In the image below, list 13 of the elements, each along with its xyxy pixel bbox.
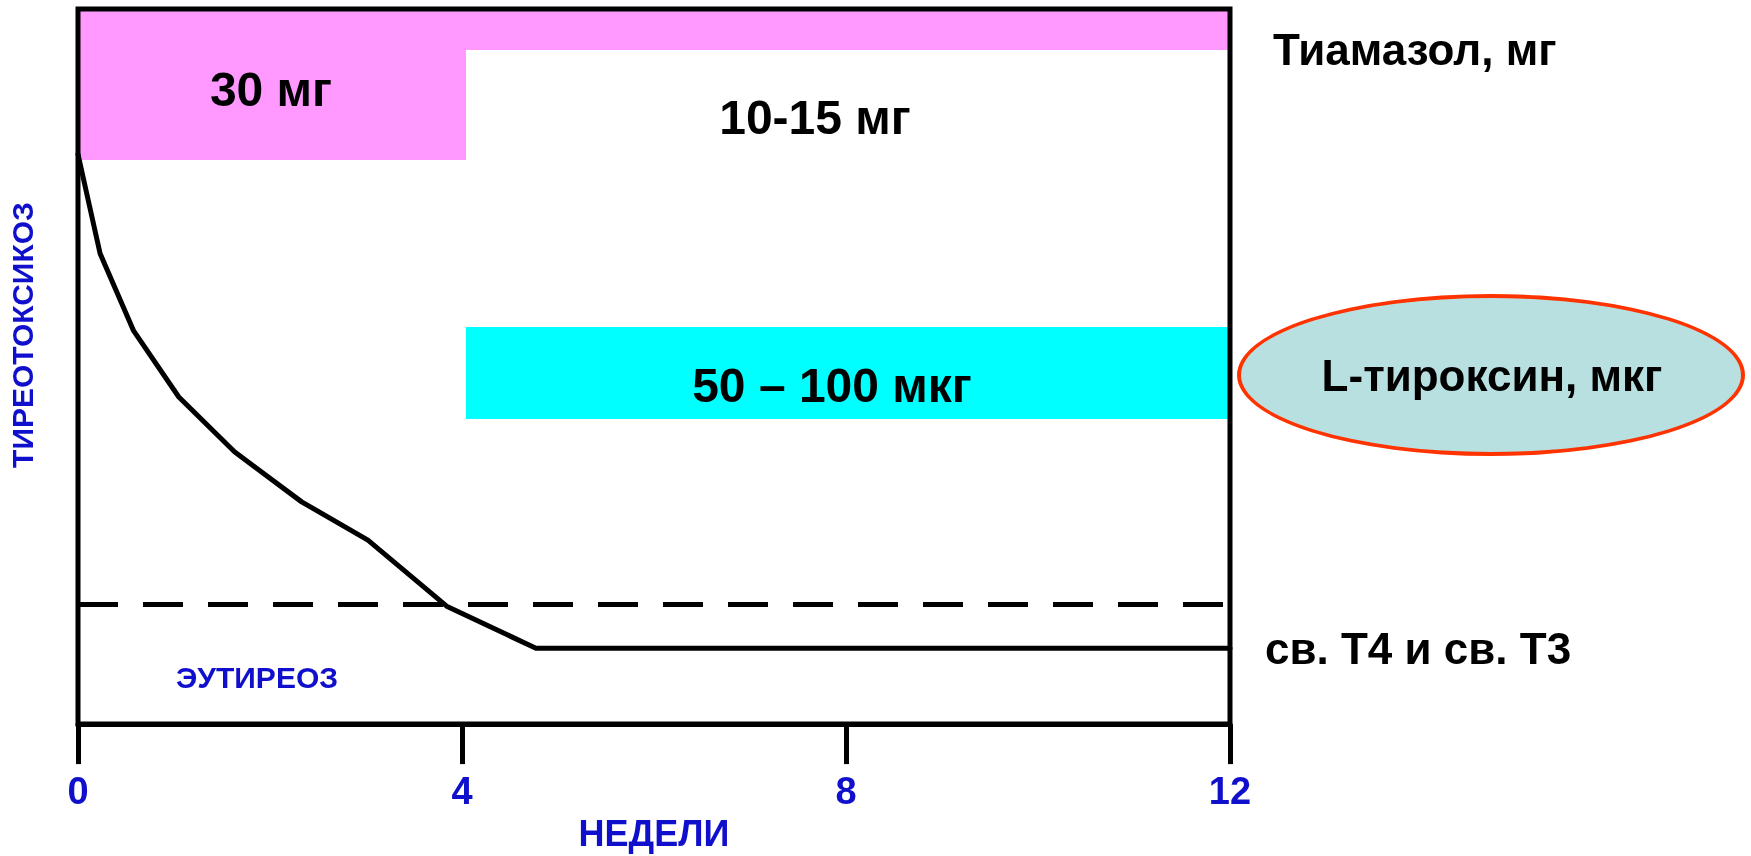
x-tick-label: 0 [67, 770, 89, 813]
annotation: ЭУТИРЕОЗ [175, 661, 339, 695]
text: Тиамазол, мг [1273, 25, 1557, 75]
x-tick-label: 12 [1208, 770, 1252, 813]
x-axis-title: НЕДЕЛИ [578, 812, 730, 854]
series-label: св. Т4 и св. Т3 [1265, 623, 1572, 673]
text: 30 мг [209, 61, 333, 117]
x-tick-label: 8 [835, 770, 857, 813]
y-axis-title: ТИРЕОТОКСИКОЗ [5, 202, 39, 468]
text: L-тироксин, мкг [1321, 351, 1663, 401]
x-tick-label: 4 [451, 770, 473, 813]
annotation: 50 – 100 мкг [692, 357, 972, 413]
text: 10-15 мг [719, 89, 911, 145]
